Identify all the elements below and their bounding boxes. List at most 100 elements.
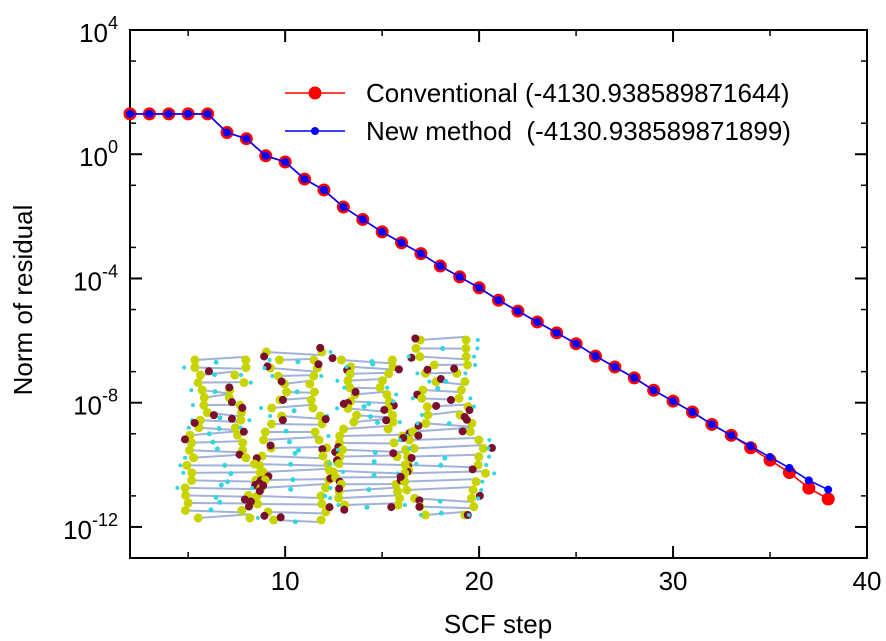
molecule-atom: [461, 335, 471, 345]
molecule-atom: [438, 510, 444, 516]
x-axis-label: SCF step: [444, 609, 552, 639]
molecule-bond: [434, 363, 468, 366]
molecule-atom: [463, 371, 468, 376]
molecule-bond: [339, 433, 403, 437]
molecule-atom: [342, 385, 347, 390]
data-point: [610, 362, 619, 371]
molecule-atom: [345, 383, 355, 393]
molecule-atom: [235, 450, 244, 459]
molecule-bond: [344, 502, 399, 506]
molecule-bond: [189, 449, 243, 454]
molecule-atom: [476, 496, 481, 501]
molecule-atom: [255, 516, 260, 520]
molecule-atom: [465, 427, 475, 437]
molecule-atom: [465, 406, 474, 415]
molecule-atom: [370, 361, 376, 367]
molecule-atom: [222, 462, 228, 468]
molecule-bond: [343, 424, 389, 431]
molecule-bond: [339, 462, 409, 467]
molecule-bond: [420, 335, 467, 341]
data-point: [145, 109, 154, 118]
molecule-atom: [204, 367, 213, 376]
molecule-atom: [417, 393, 427, 403]
data-point: [688, 408, 697, 417]
molecule-bond: [414, 444, 484, 450]
molecule-atom: [316, 343, 325, 352]
molecule-atom: [458, 427, 467, 436]
molecule-bond: [271, 423, 322, 426]
molecule-atom: [335, 447, 340, 452]
molecule-atom: [372, 450, 378, 456]
molecule-atom: [225, 479, 231, 485]
molecule-atom: [336, 503, 341, 507]
y-axis-label: Norm of residual: [8, 205, 38, 396]
data-point: [494, 296, 503, 305]
molecule-atom: [230, 370, 240, 380]
molecule-atom: [295, 359, 301, 365]
molecule-atom: [468, 485, 478, 495]
molecule-atom: [418, 513, 423, 517]
molecule-atom: [326, 433, 331, 438]
molecule-atom: [487, 443, 496, 452]
molecule-atom: [210, 439, 216, 445]
molecule-atom: [462, 415, 471, 424]
data-point: [824, 485, 833, 494]
plot-frame: [129, 29, 868, 559]
molecule-atom: [255, 487, 264, 496]
molecule-bond: [286, 391, 315, 394]
molecule-atom: [380, 405, 389, 414]
molecule-atom: [407, 453, 416, 462]
molecule-atom: [364, 504, 370, 510]
molecule-atom: [267, 358, 272, 362]
molecule-atom: [323, 494, 328, 498]
molecule-atom: [292, 450, 298, 456]
molecule-atom: [270, 374, 275, 378]
molecule-bond: [338, 494, 400, 500]
molecule-atom: [178, 463, 183, 468]
data-point: [802, 481, 816, 495]
molecule-bond: [270, 367, 318, 373]
molecule-atom: [492, 471, 497, 476]
molecule-atom: [461, 352, 471, 362]
molecule-atom: [393, 486, 403, 496]
molecule-atom: [319, 374, 324, 378]
molecule-atom: [321, 483, 331, 493]
molecule-atom: [241, 355, 251, 365]
molecule-atom: [189, 388, 194, 393]
molecule-atom: [309, 371, 319, 381]
molecule-bond: [265, 478, 329, 481]
data-point: [358, 215, 367, 224]
molecule-atom: [236, 415, 246, 425]
molecule-atom: [282, 387, 292, 397]
molecule-atom: [468, 465, 477, 474]
molecule-atom: [309, 387, 319, 397]
molecule-atom: [324, 465, 334, 475]
data-point: [126, 109, 134, 118]
molecule-atom: [440, 345, 446, 351]
molecule-atom: [474, 452, 484, 462]
molecule-atom: [268, 414, 273, 418]
molecule-atom: [291, 408, 297, 414]
molecule-atom: [247, 418, 252, 423]
molecule-atom: [314, 360, 323, 369]
data-point: [630, 373, 639, 382]
data-point: [436, 262, 445, 271]
molecule-bond: [257, 495, 322, 499]
data-point: [552, 328, 561, 337]
molecule-bond: [278, 374, 314, 377]
molecule-bond: [191, 440, 243, 444]
data-point: [746, 442, 755, 451]
molecule-atom: [487, 438, 492, 442]
molecule-atom: [325, 503, 334, 512]
molecule-atom: [305, 379, 315, 389]
data-point: [203, 109, 212, 118]
molecule-atom: [387, 355, 397, 365]
molecule-bond: [257, 503, 322, 506]
molecule-atom: [227, 398, 236, 407]
data-point: [222, 128, 231, 137]
molecule-atom: [239, 378, 249, 388]
data-point: [281, 158, 290, 166]
molecule-atom: [217, 499, 223, 505]
molecule-atom: [187, 468, 197, 478]
